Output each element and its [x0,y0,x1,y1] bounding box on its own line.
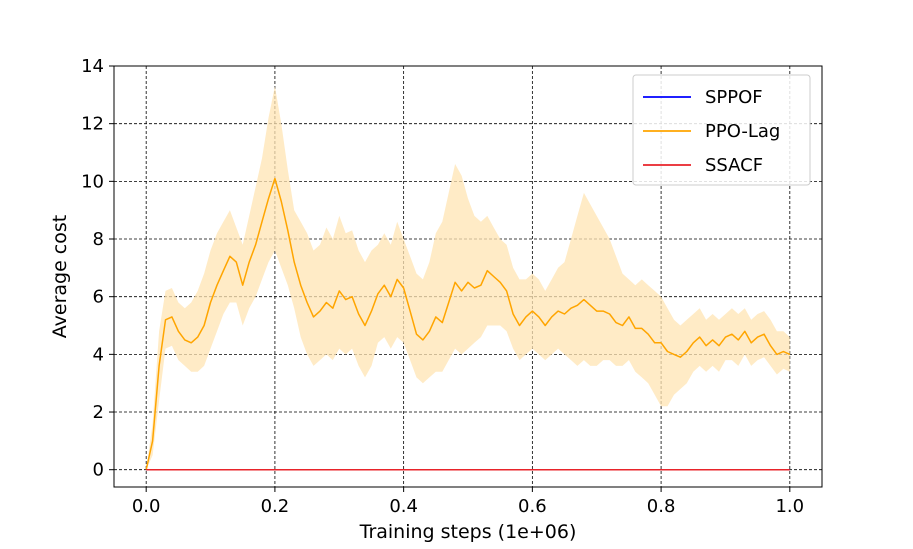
y-tick-label: 14 [81,56,104,77]
x-axis-ticks: 0.0 0.2 0.4 0.6 0.8 1.0 [132,487,804,517]
y-tick-label: 6 [93,287,104,308]
y-tick-label: 10 [81,171,104,192]
x-tick-label: 0.0 [132,496,161,517]
x-axis-label: Training steps (1e+06) [359,521,577,543]
legend-label-sppof: SPPOF [705,87,763,108]
x-tick-label: 0.4 [389,496,418,517]
ppo-lag-band [146,86,790,470]
confidence-bands [146,86,790,470]
y-axis-label: Average cost [49,215,71,338]
y-tick-label: 2 [93,402,104,423]
x-tick-label: 0.8 [647,496,676,517]
x-tick-label: 0.6 [518,496,547,517]
legend-box [632,74,811,186]
y-tick-label: 12 [81,114,104,135]
y-tick-label: 4 [93,344,104,365]
series-lines [145,177,791,471]
y-axis-ticks: 0 2 4 6 8 10 12 14 [81,56,114,481]
legend-label-ssacf: SSACF [705,155,763,176]
y-tick-label: 8 [93,229,104,250]
x-tick-label: 1.0 [775,496,804,517]
x-tick-label: 0.2 [261,496,290,517]
legend: SPPOF PPO-Lag SSACF [632,74,811,186]
plot-frame [113,65,823,488]
ppo-lag-line [145,177,791,470]
legend-label-ppo-lag: PPO-Lag [705,121,780,142]
y-tick-label: 0 [93,460,104,481]
